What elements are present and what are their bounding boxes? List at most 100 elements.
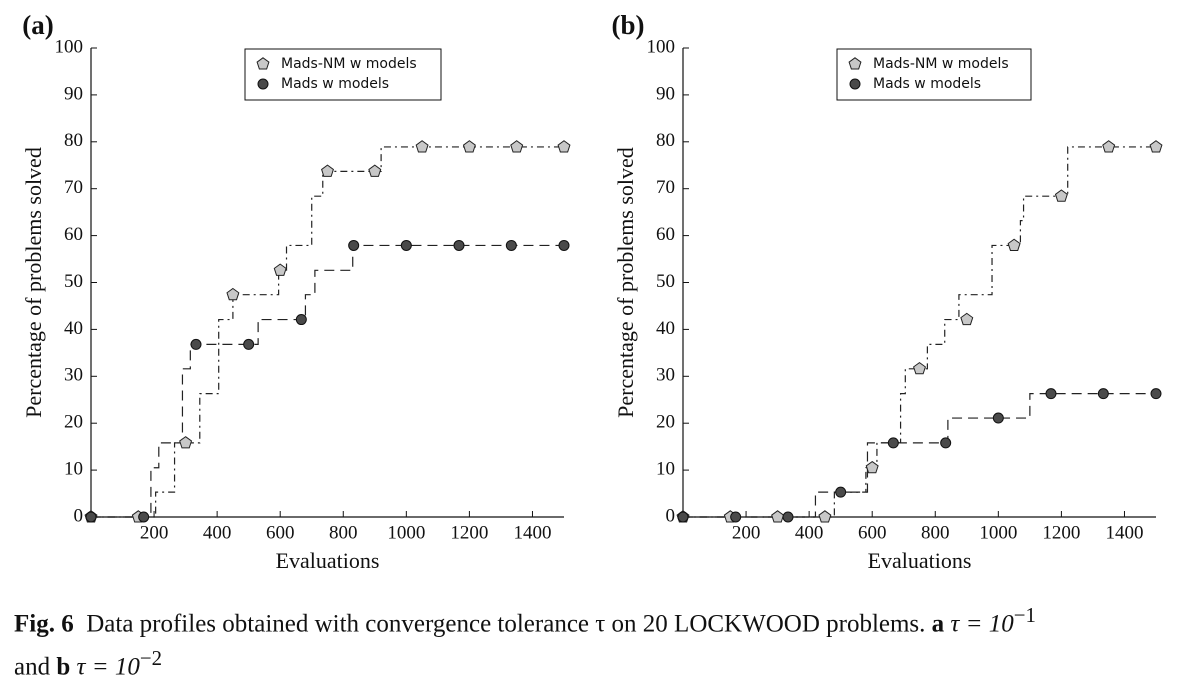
- y-tick-label: 80: [64, 130, 83, 151]
- data-point-circle: [85, 511, 97, 523]
- legend-label: Mads-NM w models: [873, 56, 1009, 72]
- caption-b-exponent: −2: [139, 646, 163, 671]
- y-tick-label: 20: [64, 412, 83, 433]
- y-tick-label: 0: [74, 505, 84, 526]
- x-tick-label: 400: [795, 522, 824, 543]
- x-tick-label: 800: [329, 522, 358, 543]
- caption-b-label: b: [56, 653, 71, 681]
- data-point-circle: [992, 412, 1004, 424]
- y-tick-label: 70: [64, 177, 83, 198]
- y-tick-label: 10: [64, 458, 83, 479]
- series-line-1: [91, 146, 564, 518]
- data-point-pentagon: [179, 436, 193, 449]
- x-tick-label: 600: [266, 522, 295, 543]
- data-point-circle: [505, 239, 517, 251]
- x-tick-label: 600: [858, 522, 887, 543]
- y-tick-label: 50: [64, 271, 83, 292]
- data-point-circle: [453, 239, 465, 251]
- y-tick-label: 40: [656, 318, 675, 339]
- legend-circle-icon: [849, 78, 861, 90]
- legend-pentagon-icon: [256, 57, 270, 70]
- caption-fig-label: Fig. 6: [14, 610, 74, 638]
- data-point-pentagon: [415, 140, 429, 153]
- legend-box: [836, 48, 1032, 101]
- legend-pentagon-icon: [848, 57, 862, 70]
- caption-and: and: [14, 653, 51, 681]
- y-tick-label: 90: [64, 83, 83, 104]
- x-tick-label: 400: [203, 522, 232, 543]
- legend-label: Mads w models: [281, 76, 389, 92]
- caption-a-exponent: −1: [1013, 603, 1036, 627]
- data-point-pentagon: [368, 164, 382, 177]
- caption-a-label: a: [931, 610, 945, 638]
- data-point-circle: [138, 511, 150, 523]
- y-axis-title: Percentage of problems solved: [21, 147, 46, 418]
- x-tick-label: 200: [732, 522, 761, 543]
- data-point-circle: [1045, 388, 1057, 400]
- data-point-pentagon: [865, 460, 879, 474]
- data-point-circle: [782, 511, 794, 523]
- data-point-circle: [730, 511, 742, 523]
- data-point-pentagon: [913, 361, 926, 375]
- legend-label: Mads w models: [873, 76, 981, 92]
- y-tick-label: 60: [656, 224, 675, 245]
- caption-a-expr: τ = 10: [950, 610, 1014, 638]
- data-point-pentagon: [818, 510, 832, 523]
- data-point-pentagon: [510, 140, 524, 153]
- series-line-2: [683, 393, 1156, 518]
- data-point-circle: [835, 486, 847, 498]
- series-line-1: [683, 146, 1156, 518]
- data-point-pentagon: [462, 140, 476, 153]
- y-tick-label: 30: [64, 365, 83, 386]
- caption-b-expr: τ = 10: [76, 653, 140, 681]
- data-point-pentagon: [557, 140, 571, 153]
- data-point-circle: [295, 314, 307, 326]
- data-point-pentagon: [1102, 140, 1116, 153]
- data-point-pentagon: [226, 287, 240, 301]
- legend-box: [244, 48, 442, 101]
- data-point-pentagon: [771, 510, 785, 523]
- x-tick-label: 800: [921, 522, 950, 543]
- y-tick-label: 60: [64, 224, 83, 245]
- panel-label: (b): [612, 10, 645, 40]
- data-point-pentagon: [321, 164, 334, 177]
- series-line-2: [91, 244, 564, 518]
- x-tick-label: 1000: [979, 522, 1017, 543]
- x-tick-label: 1000: [387, 522, 425, 543]
- y-tick-label: 30: [656, 365, 675, 386]
- data-point-circle: [1150, 388, 1162, 400]
- data-point-pentagon: [273, 263, 287, 276]
- chart-panel-b: (b) 0 10 20 30 40 50 60 70 80 90 100 200 400 600 800 100…: [612, 10, 1163, 573]
- figure-caption: Fig. 6 Data profiles obtained with conve…: [14, 598, 1179, 685]
- chart-panel-a: (a) 0 10 20 30 40 50 60 70 80 90 100 200 400 600 800 100…: [21, 10, 571, 573]
- x-tick-label: 1200: [1042, 522, 1080, 543]
- data-point-circle: [677, 511, 689, 523]
- y-tick-label: 0: [666, 505, 676, 526]
- x-tick-label: 1200: [450, 522, 488, 543]
- y-tick-label: 70: [656, 177, 675, 198]
- data-point-circle: [940, 437, 952, 449]
- y-tick-label: 80: [656, 130, 675, 151]
- legend-label: Mads-NM w models: [281, 56, 417, 72]
- data-point-circle: [558, 239, 570, 251]
- caption-text: Data profiles obtained with convergence …: [86, 610, 926, 638]
- panel-label: (a): [22, 10, 53, 40]
- y-tick-label: 90: [656, 83, 675, 104]
- data-point-pentagon: [960, 312, 974, 326]
- legend-circle-icon: [257, 78, 269, 90]
- y-tick-label: 20: [656, 412, 675, 433]
- x-tick-label: 1400: [513, 522, 551, 543]
- y-tick-label: 50: [656, 271, 675, 292]
- y-tick-label: 40: [64, 318, 83, 339]
- data-point-circle: [400, 239, 412, 251]
- data-point-circle: [887, 437, 899, 449]
- data-point-circle: [190, 338, 202, 350]
- x-axis-title: Evaluations: [868, 548, 972, 573]
- y-tick-label: 100: [647, 36, 676, 57]
- y-axis-title: Percentage of problems solved: [613, 147, 638, 418]
- data-point-pentagon: [1149, 140, 1163, 153]
- y-tick-label: 100: [55, 36, 84, 57]
- data-point-circle: [1097, 388, 1109, 400]
- y-tick-label: 10: [656, 458, 675, 479]
